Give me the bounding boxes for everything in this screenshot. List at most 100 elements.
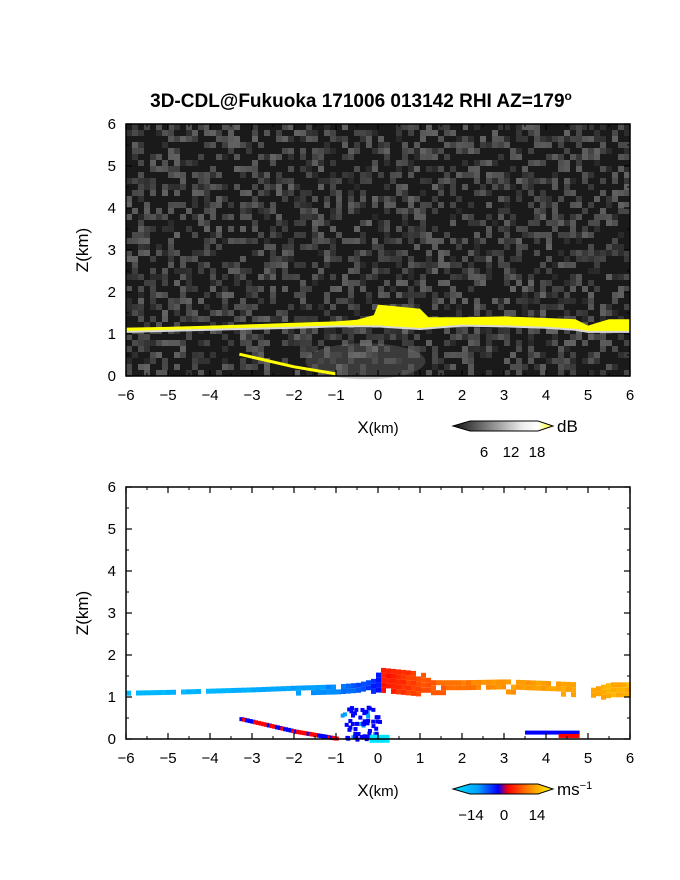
noise-pixel <box>570 136 576 142</box>
noise-pixel <box>546 202 552 208</box>
noise-pixel <box>612 172 618 178</box>
noise-pixel <box>534 178 540 184</box>
velocity-pixel <box>536 685 541 691</box>
velocity-pixel <box>161 690 166 695</box>
noise-pixel <box>486 160 492 166</box>
noise-pixel <box>210 208 216 214</box>
noise-pixel <box>330 184 336 190</box>
noise-pixel <box>336 208 342 214</box>
noise-pixel <box>594 148 600 154</box>
noise-pixel <box>360 340 366 346</box>
noise-pixel <box>522 232 528 238</box>
noise-pixel <box>264 238 270 244</box>
noise-pixel <box>390 196 396 202</box>
noise-pixel <box>528 202 534 208</box>
noise-pixel <box>192 310 198 316</box>
noise-pixel <box>552 334 558 340</box>
y-tick-label: 0 <box>108 731 116 748</box>
noise-pixel <box>498 136 504 142</box>
noise-pixel <box>522 304 528 310</box>
noise-pixel <box>612 274 618 280</box>
noise-pixel <box>150 184 156 190</box>
noise-pixel <box>600 214 606 220</box>
noise-pixel <box>624 370 630 376</box>
noise-pixel <box>606 340 612 346</box>
velocity-pixel <box>396 684 401 690</box>
noise-pixel <box>402 160 408 166</box>
noise-pixel <box>174 136 180 142</box>
noise-pixel <box>384 196 390 202</box>
velocity-pixel <box>501 684 506 690</box>
noise-pixel <box>336 316 342 322</box>
noise-pixel <box>552 208 558 214</box>
noise-pixel <box>300 292 306 298</box>
noise-pixel <box>162 190 168 196</box>
velocity-pixel <box>376 715 381 720</box>
velocity-pixel <box>526 685 531 691</box>
velocity-pixel <box>371 678 376 684</box>
noise-pixel <box>528 148 534 154</box>
noise-pixel <box>186 274 192 280</box>
noise-pixel <box>198 268 204 274</box>
noise-pixel <box>126 358 132 364</box>
noise-pixel <box>276 232 282 238</box>
velocity-pixel <box>591 692 596 698</box>
noise-pixel <box>510 274 516 280</box>
noise-pixel <box>282 316 288 322</box>
noise-pixel <box>366 274 372 280</box>
noise-pixel <box>138 160 144 166</box>
noise-pixel <box>360 328 366 334</box>
velocity-pixel <box>283 727 289 732</box>
velocity-pixel <box>354 721 359 726</box>
colorbar-tick: 12 <box>503 444 520 461</box>
noise-pixel <box>456 172 462 178</box>
noise-pixel <box>612 364 618 370</box>
velocity-pixel <box>401 684 406 690</box>
noise-pixel <box>282 196 288 202</box>
noise-pixel <box>282 250 288 256</box>
noise-pixel <box>204 316 210 322</box>
noise-pixel <box>516 346 522 352</box>
noise-pixel <box>324 262 330 268</box>
velocity-pixel <box>146 690 151 696</box>
noise-pixel <box>156 292 162 298</box>
noise-pixel <box>210 280 216 286</box>
velocity-pixel <box>611 687 616 693</box>
noise-pixel <box>516 196 522 202</box>
noise-pixel <box>276 220 282 226</box>
noise-pixel <box>492 250 498 256</box>
noise-pixel <box>408 262 414 268</box>
noise-pixel <box>336 334 342 340</box>
noise-pixel <box>480 346 486 352</box>
noise-pixel <box>522 244 528 250</box>
noise-pixel <box>222 304 228 310</box>
noise-pixel <box>486 274 492 280</box>
velocity-pixel <box>186 689 191 695</box>
noise-pixel <box>372 166 378 172</box>
noise-pixel <box>150 298 156 304</box>
noise-pixel <box>366 352 372 358</box>
noise-pixel <box>438 238 444 244</box>
noise-pixel <box>420 238 426 244</box>
noise-pixel <box>198 184 204 190</box>
noise-pixel <box>336 232 342 238</box>
noise-pixel <box>618 292 624 298</box>
noise-pixel <box>582 136 588 142</box>
noise-pixel <box>396 136 402 142</box>
noise-pixel <box>252 358 258 364</box>
noise-pixel <box>288 304 294 310</box>
velocity-pixel <box>331 689 336 695</box>
noise-pixel <box>276 214 282 220</box>
noise-pixel <box>402 232 408 238</box>
reflectivity-y-label: Z(km) <box>73 228 92 272</box>
noise-pixel <box>552 274 558 280</box>
noise-pixel <box>534 124 540 130</box>
noise-pixel <box>564 178 570 184</box>
noise-pixel <box>402 142 408 148</box>
noise-pixel <box>318 220 324 226</box>
noise-pixel <box>612 196 618 202</box>
noise-pixel <box>588 268 594 274</box>
noise-pixel <box>486 172 492 178</box>
noise-pixel <box>510 220 516 226</box>
